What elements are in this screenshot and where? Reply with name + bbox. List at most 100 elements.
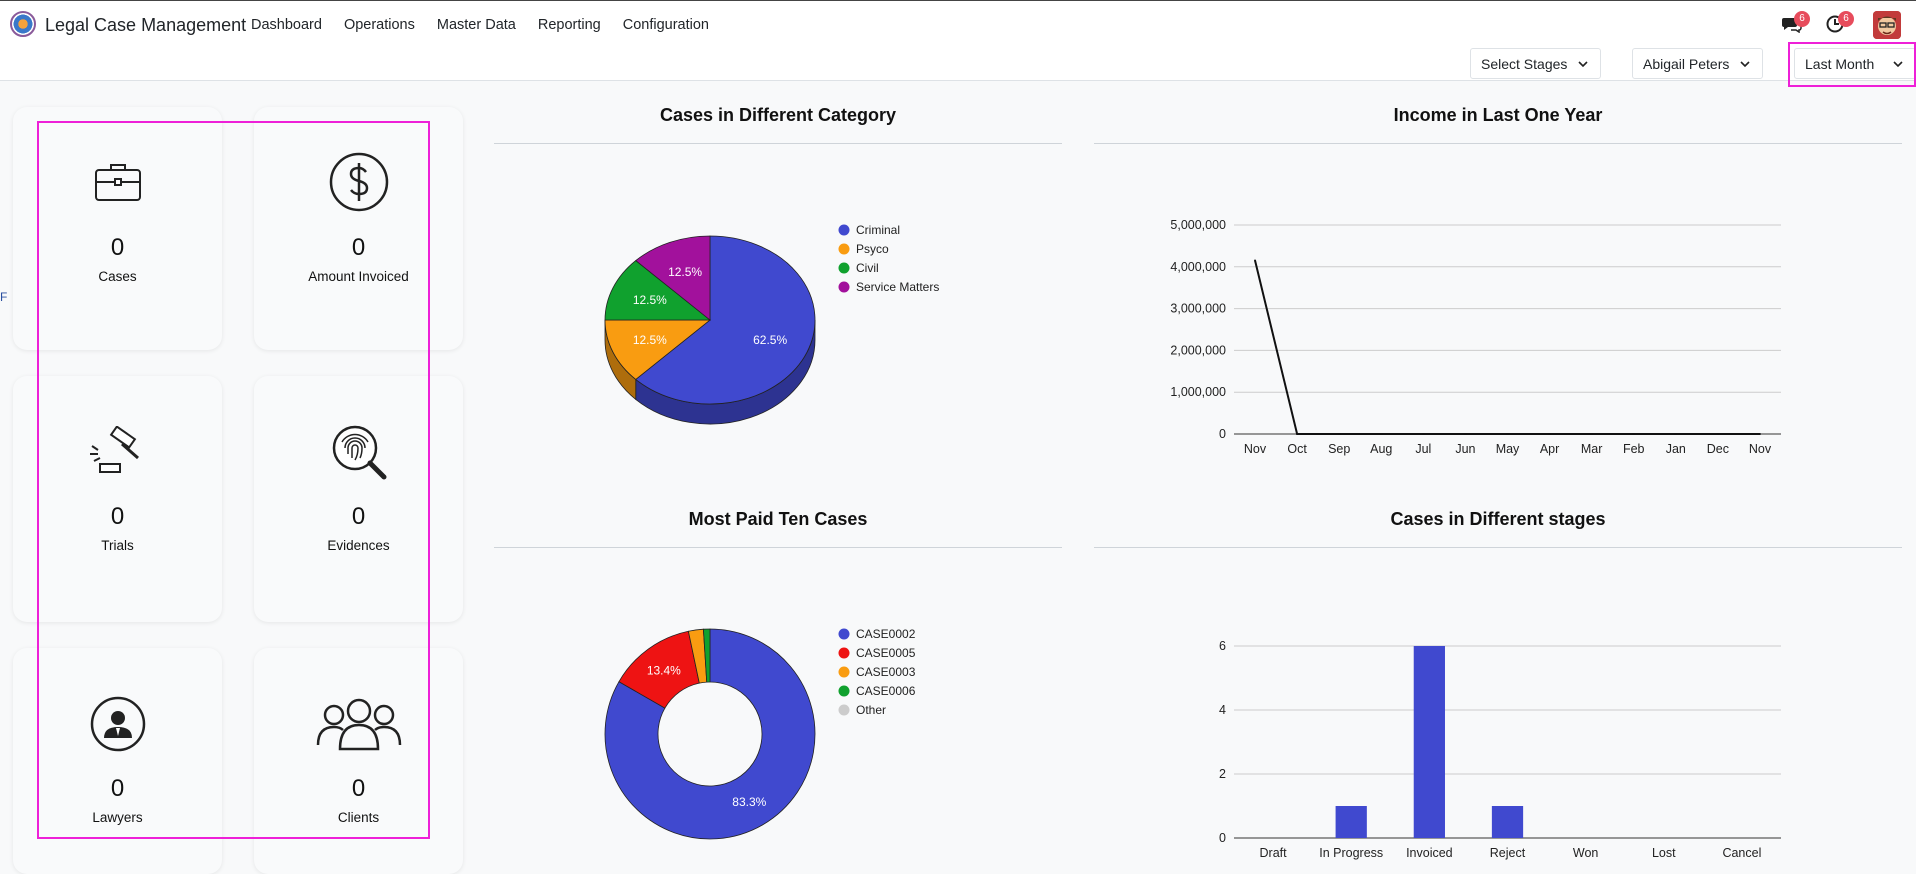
pie-data-label: 12.5% <box>668 265 702 279</box>
x-tick-label: Won <box>1573 846 1599 860</box>
cases-label: Cases <box>98 269 137 284</box>
income-point <box>1590 433 1593 435</box>
chevron-down-icon <box>1740 60 1750 67</box>
legend-swatch <box>838 666 850 678</box>
x-tick-label: Reject <box>1490 846 1526 860</box>
cases-value: 0 <box>110 234 125 261</box>
x-tick-label: Nov <box>1244 442 1267 456</box>
card-cases[interactable]: 0 Cases <box>13 107 222 350</box>
clients-label: Clients <box>337 810 380 825</box>
categories-pie-chart: 62.5%12.5%12.5%12.5%CriminalPsycoCivilSe… <box>604 223 939 425</box>
pie-data-label: 12.5% <box>633 293 667 307</box>
lawyers-label: Lawyers <box>92 810 143 825</box>
income-point <box>1674 433 1677 435</box>
pie-data-label: 83.3% <box>732 795 766 809</box>
income-point <box>1380 433 1383 435</box>
evidences-value: 0 <box>351 503 366 530</box>
stray-text: F <box>0 290 8 304</box>
chat-icon[interactable]: 6 <box>1782 11 1810 37</box>
menu-item-master-data[interactable]: Master Data <box>436 17 516 33</box>
income-point <box>1632 433 1635 435</box>
legend-label: Civil <box>856 261 879 275</box>
y-tick-label: 4 <box>1219 703 1226 717</box>
legend-label: CASE0006 <box>856 684 916 698</box>
period-select-value: Last Month <box>1805 55 1875 72</box>
user-select-value: Abigail Peters <box>1643 55 1730 72</box>
menu-item-configuration[interactable]: Configuration <box>622 17 709 33</box>
card-amount-invoiced[interactable]: 0 Amount Invoiced <box>254 107 463 350</box>
x-tick-label: Aug <box>1370 442 1392 456</box>
x-tick-label: Jun <box>1455 442 1475 456</box>
card-trials[interactable]: 0 Trials <box>13 376 222 622</box>
chevron-down-icon <box>1893 60 1903 67</box>
x-tick-label: Sep <box>1328 442 1350 456</box>
x-tick-label: Nov <box>1749 442 1772 456</box>
card-evidences[interactable]: 0 Evidences <box>254 376 463 622</box>
y-tick-label: 2 <box>1219 767 1226 781</box>
y-tick-label: 0 <box>1219 831 1226 845</box>
card-lawyers[interactable]: 0 Lawyers <box>13 648 222 874</box>
pie-slice <box>702 628 711 683</box>
legend-swatch <box>838 628 850 640</box>
briefcase-icon <box>94 164 141 201</box>
stages-bar-chart: 0 2 4 6 Draft In Progress Invoiced Reject Won Los… <box>1219 639 1781 860</box>
messages-badge: 6 <box>1794 11 1810 27</box>
y-tick-label: 3,000,000 <box>1170 302 1226 316</box>
stage-bar <box>1335 806 1367 838</box>
x-tick-label: Jan <box>1666 442 1686 456</box>
legend-label: CASE0005 <box>856 646 916 660</box>
pie-slice <box>635 235 711 321</box>
pie-slice <box>604 628 816 840</box>
top-navbar: Legal Case Management Dashboard Operatio… <box>0 0 1916 48</box>
fingerprint-search-icon <box>332 425 386 480</box>
income-point <box>1296 433 1299 435</box>
chart-title-income: Income in Last One Year <box>1393 105 1603 125</box>
chart-divider <box>1094 547 1902 548</box>
user-select[interactable]: Abigail Peters <box>1632 48 1763 79</box>
main-menu: Dashboard Operations Master Data Reporti… <box>251 17 731 33</box>
menu-item-dashboard[interactable]: Dashboard <box>251 17 322 33</box>
chart-title-categories: Cases in Different Category <box>659 105 897 125</box>
x-tick-label: Mar <box>1581 442 1603 456</box>
legend-swatch <box>838 704 850 716</box>
period-select[interactable]: Last Month <box>1794 48 1916 79</box>
income-point <box>1548 433 1551 435</box>
amount-invoiced-value: 0 <box>351 234 366 261</box>
x-tick-label: Feb <box>1623 442 1645 456</box>
dollar-icon <box>329 152 388 212</box>
legend-swatch <box>838 685 850 697</box>
y-tick-label: 5,000,000 <box>1170 218 1226 232</box>
x-tick-label: Apr <box>1540 442 1559 456</box>
pie-data-label: 13.4% <box>647 663 681 677</box>
chart-title-stages: Cases in Different stages <box>1390 509 1606 529</box>
clients-icon <box>316 698 401 751</box>
x-tick-label: Jul <box>1415 442 1431 456</box>
trials-label: Trials <box>101 538 134 553</box>
app-title[interactable]: Legal Case Management <box>45 15 247 35</box>
stage-select[interactable]: Select Stages <box>1470 48 1601 79</box>
user-avatar[interactable] <box>1873 11 1901 39</box>
clock-icon[interactable]: 6 <box>1826 11 1854 37</box>
menu-item-operations[interactable]: Operations <box>343 17 415 33</box>
y-tick-label: 1,000,000 <box>1170 385 1226 399</box>
card-clients[interactable]: 0 Clients <box>254 648 463 874</box>
chart-divider <box>1094 143 1902 144</box>
y-tick-label: 4,000,000 <box>1170 260 1226 274</box>
income-point <box>1254 259 1257 262</box>
legend-swatch <box>838 647 850 659</box>
evidences-label: Evidences <box>327 538 390 553</box>
legend-label: Service Matters <box>856 280 939 294</box>
app-logo-icon[interactable] <box>10 11 36 37</box>
legend-swatch <box>838 262 850 274</box>
amount-invoiced-label: Amount Invoiced <box>308 269 409 284</box>
chevron-down-icon <box>1578 60 1588 67</box>
gavel-icon <box>89 426 139 473</box>
legend-label: Criminal <box>856 223 900 237</box>
income-point <box>1506 433 1509 435</box>
legend-swatch <box>838 224 850 236</box>
pie-data-label: 62.5% <box>753 333 787 347</box>
income-point <box>1716 433 1719 435</box>
menu-item-reporting[interactable]: Reporting <box>537 17 601 33</box>
x-tick-label: Oct <box>1287 442 1307 456</box>
y-tick-label: 6 <box>1219 639 1226 653</box>
